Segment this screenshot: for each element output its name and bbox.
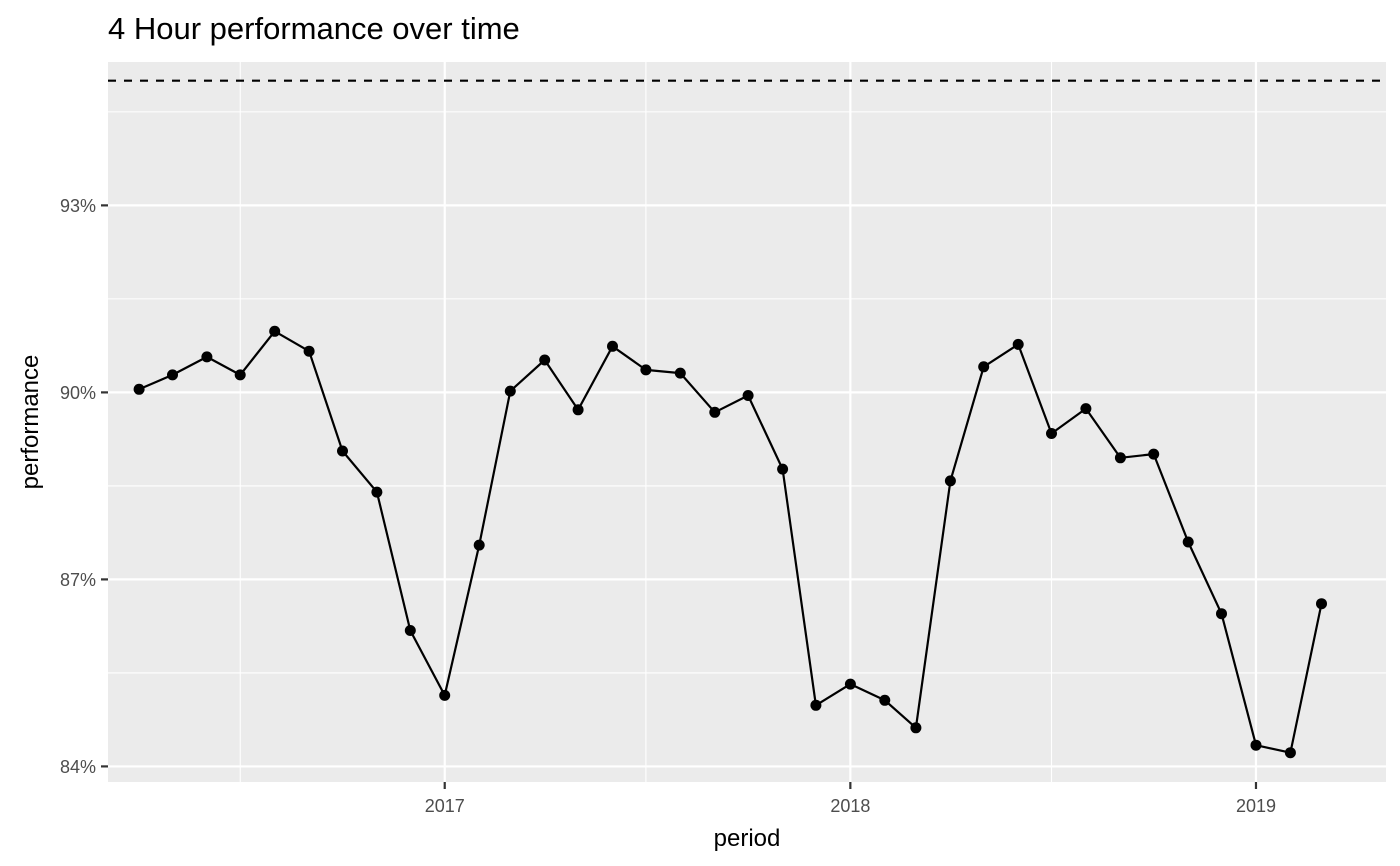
- data-point: [742, 390, 754, 401]
- x-axis-title: period: [714, 825, 781, 852]
- data-point: [1114, 452, 1126, 464]
- data-point: [1046, 428, 1057, 439]
- series-performance: [133, 325, 1327, 759]
- data-point: [133, 383, 145, 395]
- y-tick-label: 87%: [60, 570, 96, 590]
- major-gridlines-x: [443, 62, 1258, 782]
- data-point: [1182, 536, 1194, 548]
- data-point: [201, 351, 213, 363]
- y-tick-label: 93%: [60, 196, 96, 216]
- data-point: [1284, 747, 1296, 759]
- data-point: [269, 325, 281, 337]
- data-point: [303, 345, 315, 357]
- x-tick-label: 2018: [830, 796, 870, 816]
- data-point: [674, 367, 686, 379]
- data-point: [810, 699, 822, 711]
- data-point: [1316, 598, 1327, 610]
- data-point: [607, 340, 618, 352]
- series-line: [138, 330, 1323, 754]
- data-point: [1148, 448, 1160, 460]
- data-point: [640, 364, 652, 376]
- data-point: [473, 539, 485, 551]
- minor-gridlines-x: [239, 62, 1053, 782]
- y-tick-label: 90%: [60, 383, 96, 403]
- data-point: [337, 445, 348, 457]
- data-point: [879, 694, 891, 706]
- data-point: [910, 722, 922, 734]
- data-point: [504, 385, 516, 397]
- data-point: [1012, 338, 1024, 350]
- data-point: [1216, 608, 1227, 620]
- data-point: [1250, 739, 1262, 751]
- x-axis: 2017 2018 2019: [425, 782, 1276, 816]
- data-point: [844, 678, 856, 690]
- x-tick-label: 2017: [425, 796, 465, 816]
- plot-panel: [108, 62, 1386, 782]
- data-point: [777, 463, 789, 475]
- y-tick-label: 84%: [60, 757, 96, 777]
- data-point: [978, 361, 990, 373]
- chart-title: 4 Hour performance over time: [108, 11, 520, 46]
- data-point: [1080, 403, 1092, 415]
- y-axis: 84% 87% 90% 93%: [60, 196, 108, 777]
- data-point: [944, 475, 956, 487]
- x-tick-label: 2019: [1236, 796, 1276, 816]
- data-point: [439, 689, 451, 701]
- data-point: [234, 369, 246, 381]
- data-point: [572, 404, 584, 416]
- data-point: [539, 354, 551, 366]
- data-point: [167, 369, 178, 381]
- data-point: [404, 625, 416, 636]
- data-point: [371, 486, 383, 498]
- y-axis-title: performance: [17, 355, 44, 490]
- data-point: [709, 406, 721, 418]
- minor-gridlines-y: [108, 111, 1386, 674]
